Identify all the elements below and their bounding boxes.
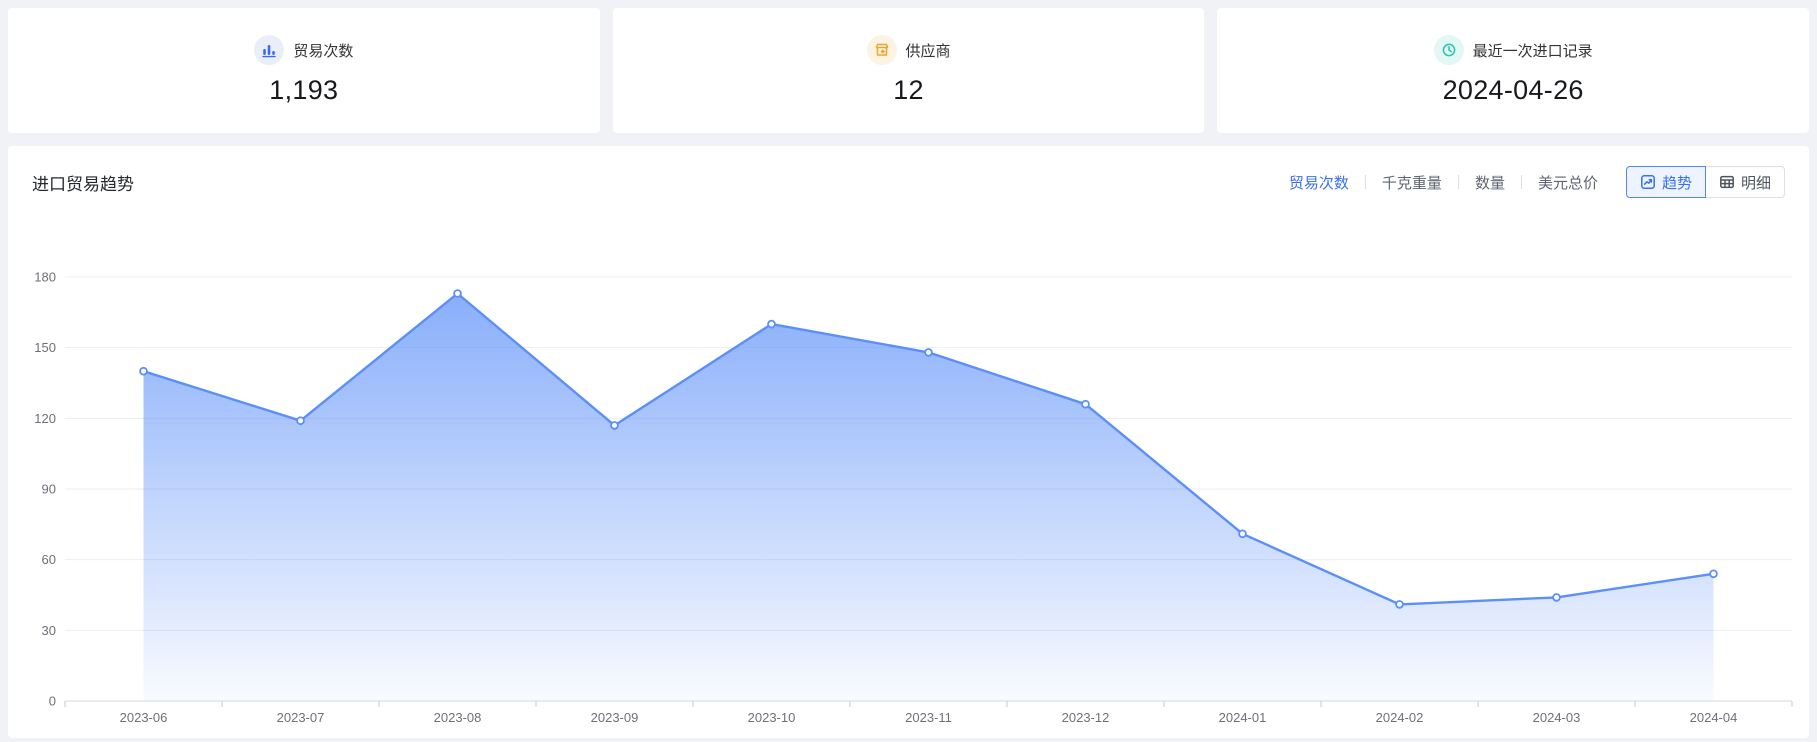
metric-tabs: 贸易次数 千克重量 数量 美元总价: [1287, 172, 1600, 193]
trend-chart[interactable]: 0 30 60 90 120 150 180 2023-06 2023-07 2023-08 202…: [8, 198, 1809, 728]
stat-cards-row: 贸易次数 1,193 供应商 12: [8, 8, 1810, 133]
card-header: 最近一次进口记录: [1433, 35, 1593, 65]
card-header: 供应商: [866, 35, 951, 65]
svg-text:0: 0: [49, 694, 56, 709]
card-label: 供应商: [905, 42, 951, 60]
panel-title: 进口贸易趋势: [32, 174, 134, 194]
panel-controls: 贸易次数 千克重量 数量 美元总价: [1287, 166, 1785, 198]
view-toggle: 趋势 明细: [1625, 166, 1785, 198]
clock-icon: [1433, 35, 1464, 65]
store-icon: [866, 35, 897, 65]
tab-quantity[interactable]: 数量: [1474, 174, 1505, 192]
tab-usd-total[interactable]: 美元总价: [1537, 174, 1598, 192]
tab-divider: [1457, 175, 1459, 189]
card-value: 1,193: [269, 75, 339, 105]
card-value: 12: [893, 75, 924, 105]
trend-panel-header: 进口贸易趋势 贸易次数 千克重量 数量 美元总价: [8, 146, 1809, 198]
svg-text:2023-09: 2023-09: [591, 710, 639, 725]
tab-kg-weight[interactable]: 千克重量: [1381, 174, 1442, 192]
bar-chart-icon: [254, 35, 285, 65]
svg-text:2024-02: 2024-02: [1376, 710, 1424, 725]
card-trade-count: 贸易次数 1,193: [8, 8, 600, 133]
svg-text:30: 30: [42, 623, 56, 638]
svg-text:60: 60: [42, 552, 56, 567]
card-label: 贸易次数: [293, 42, 354, 60]
detail-view-button[interactable]: 明细: [1705, 166, 1785, 198]
trend-icon: [1640, 174, 1656, 190]
svg-text:2023-07: 2023-07: [277, 710, 325, 725]
tab-divider: [1520, 175, 1522, 189]
detail-view-label: 明细: [1740, 174, 1771, 192]
svg-text:120: 120: [34, 411, 56, 426]
svg-text:2023-06: 2023-06: [120, 710, 168, 725]
svg-text:2023-11: 2023-11: [905, 710, 952, 725]
svg-text:2023-10: 2023-10: [748, 710, 796, 725]
svg-text:2024-04: 2024-04: [1690, 710, 1738, 725]
svg-text:180: 180: [34, 270, 56, 285]
tab-trade-count[interactable]: 贸易次数: [1288, 174, 1349, 192]
tab-divider: [1364, 175, 1366, 189]
svg-text:2023-08: 2023-08: [434, 710, 482, 725]
card-label: 最近一次进口记录: [1472, 42, 1593, 60]
table-icon: [1719, 174, 1735, 190]
trend-panel: 进口贸易趋势 贸易次数 千克重量 数量 美元总价: [8, 146, 1809, 738]
card-last-import: 最近一次进口记录 2024-04-26: [1217, 8, 1810, 133]
card-suppliers: 供应商 12: [612, 8, 1205, 133]
svg-text:150: 150: [34, 340, 56, 355]
svg-text:90: 90: [42, 482, 56, 497]
svg-text:2024-03: 2024-03: [1533, 710, 1581, 725]
trend-view-label: 趋势: [1661, 174, 1692, 192]
svg-text:2024-01: 2024-01: [1219, 710, 1267, 725]
card-value: 2024-04-26: [1442, 75, 1584, 105]
trend-chart-svg[interactable]: 0 30 60 90 120 150 180 2023-06 2023-07 2023-08 202…: [8, 198, 1809, 728]
trend-view-button[interactable]: 趋势: [1625, 166, 1706, 198]
svg-text:2023-12: 2023-12: [1062, 710, 1110, 725]
card-header: 贸易次数: [254, 35, 353, 65]
